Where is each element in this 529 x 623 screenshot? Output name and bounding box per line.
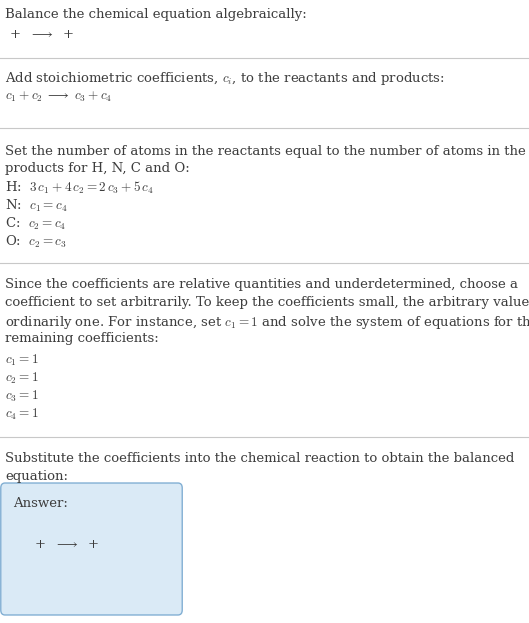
- Text: +  $\longrightarrow$  +: + $\longrightarrow$ +: [5, 28, 76, 41]
- Text: Substitute the coefficients into the chemical reaction to obtain the balanced: Substitute the coefficients into the che…: [5, 452, 514, 465]
- Text: $c_4 = 1$: $c_4 = 1$: [5, 407, 39, 422]
- Text: Since the coefficients are relative quantities and underdetermined, choose a: Since the coefficients are relative quan…: [5, 278, 518, 291]
- Text: C:  $c_2 = c_4$: C: $c_2 = c_4$: [5, 216, 66, 232]
- Text: products for H, N, C and O:: products for H, N, C and O:: [5, 162, 190, 175]
- Text: Answer:: Answer:: [13, 497, 68, 510]
- Text: $c_3 = 1$: $c_3 = 1$: [5, 389, 39, 404]
- Text: Add stoichiometric coefficients, $c_i$, to the reactants and products:: Add stoichiometric coefficients, $c_i$, …: [5, 70, 445, 87]
- Text: N:  $c_1 = c_4$: N: $c_1 = c_4$: [5, 198, 68, 214]
- FancyBboxPatch shape: [1, 483, 182, 615]
- Text: equation:: equation:: [5, 470, 68, 483]
- Text: Balance the chemical equation algebraically:: Balance the chemical equation algebraica…: [5, 8, 307, 21]
- Text: Set the number of atoms in the reactants equal to the number of atoms in the: Set the number of atoms in the reactants…: [5, 145, 526, 158]
- Text: remaining coefficients:: remaining coefficients:: [5, 332, 159, 345]
- Text: +  $\longrightarrow$  +: + $\longrightarrow$ +: [30, 538, 101, 551]
- Text: $c_2 = 1$: $c_2 = 1$: [5, 371, 39, 386]
- Text: H:  $3\,c_1 + 4\,c_2 = 2\,c_3 + 5\,c_4$: H: $3\,c_1 + 4\,c_2 = 2\,c_3 + 5\,c_4$: [5, 180, 154, 196]
- Text: coefficient to set arbitrarily. To keep the coefficients small, the arbitrary va: coefficient to set arbitrarily. To keep …: [5, 296, 529, 309]
- Text: ordinarily one. For instance, set $c_1 = 1$ and solve the system of equations fo: ordinarily one. For instance, set $c_1 =…: [5, 314, 529, 331]
- Text: $c_1 + c_2 \;\longrightarrow\; c_3 + c_4$: $c_1 + c_2 \;\longrightarrow\; c_3 + c_4…: [5, 90, 112, 104]
- Text: O:  $c_2 = c_3$: O: $c_2 = c_3$: [5, 234, 67, 250]
- Text: $c_1 = 1$: $c_1 = 1$: [5, 353, 39, 368]
